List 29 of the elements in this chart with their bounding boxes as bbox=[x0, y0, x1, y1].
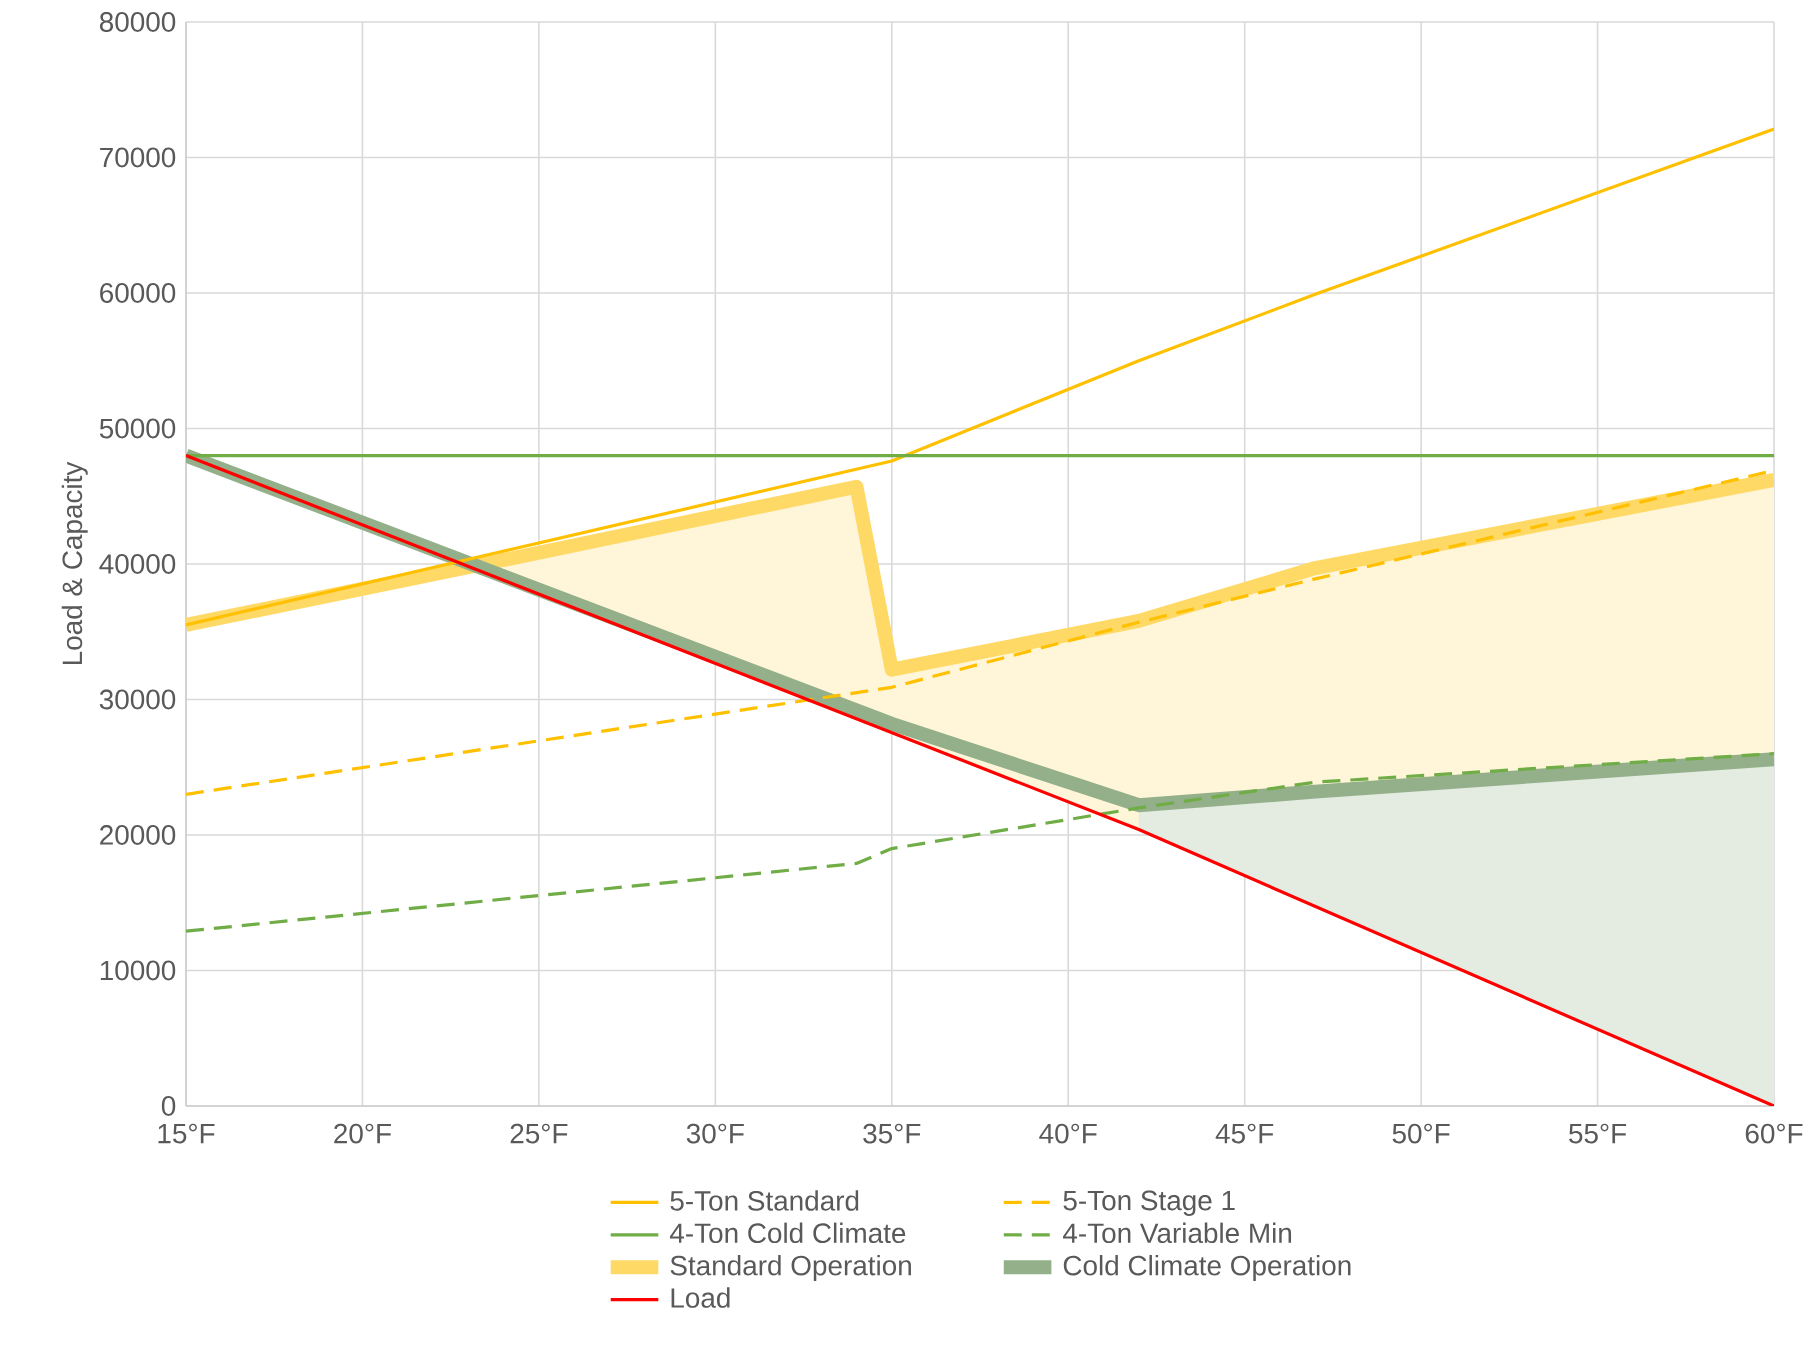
y-tick-label: 0 bbox=[161, 1096, 176, 1116]
y-tick-label: 30000 bbox=[99, 689, 176, 710]
y-tick-label: 10000 bbox=[100, 960, 176, 981]
y-axis-title: Load & Capacity bbox=[61, 461, 88, 665]
y-tick-label: 80000 bbox=[99, 12, 176, 32]
legend-label: Load bbox=[671, 1287, 730, 1308]
x-tick-label: 35°F bbox=[863, 1123, 921, 1144]
x-tick-label: 40°F bbox=[1039, 1123, 1097, 1144]
x-tick-label: 60°F bbox=[1745, 1123, 1803, 1144]
legend-label: Standard Operation bbox=[670, 1254, 911, 1281]
y-tick-label: 20000 bbox=[100, 825, 176, 845]
legend-label: Cold Climate Operation bbox=[1063, 1254, 1351, 1281]
y-tick-label: 50000 bbox=[99, 418, 176, 439]
line-series bbox=[186, 752, 1775, 933]
y-tick-label: 70000 bbox=[100, 147, 176, 168]
x-tick-label: 45°F bbox=[1215, 1123, 1274, 1144]
x-tick-label: 25°F bbox=[510, 1123, 568, 1144]
legend-label: 4-Ton Variable Min bbox=[1063, 1222, 1292, 1244]
x-tick-label: 30°F bbox=[686, 1123, 744, 1144]
line-series bbox=[186, 127, 1775, 627]
legend-label: 5-Ton Stage 1 bbox=[1063, 1190, 1235, 1216]
legend-label: 5-Ton Standard bbox=[670, 1190, 859, 1211]
x-tick-label: 55°F bbox=[1569, 1123, 1627, 1144]
legend-label: 4-Ton Cold Climate bbox=[669, 1222, 906, 1244]
y-tick-label: 40000 bbox=[99, 554, 176, 574]
x-tick-label: 50°F bbox=[1392, 1123, 1450, 1144]
x-tick-label: 15°F bbox=[158, 1123, 215, 1144]
x-tick-label: 20°F bbox=[334, 1123, 391, 1144]
y-tick-label: 60000 bbox=[100, 283, 176, 303]
